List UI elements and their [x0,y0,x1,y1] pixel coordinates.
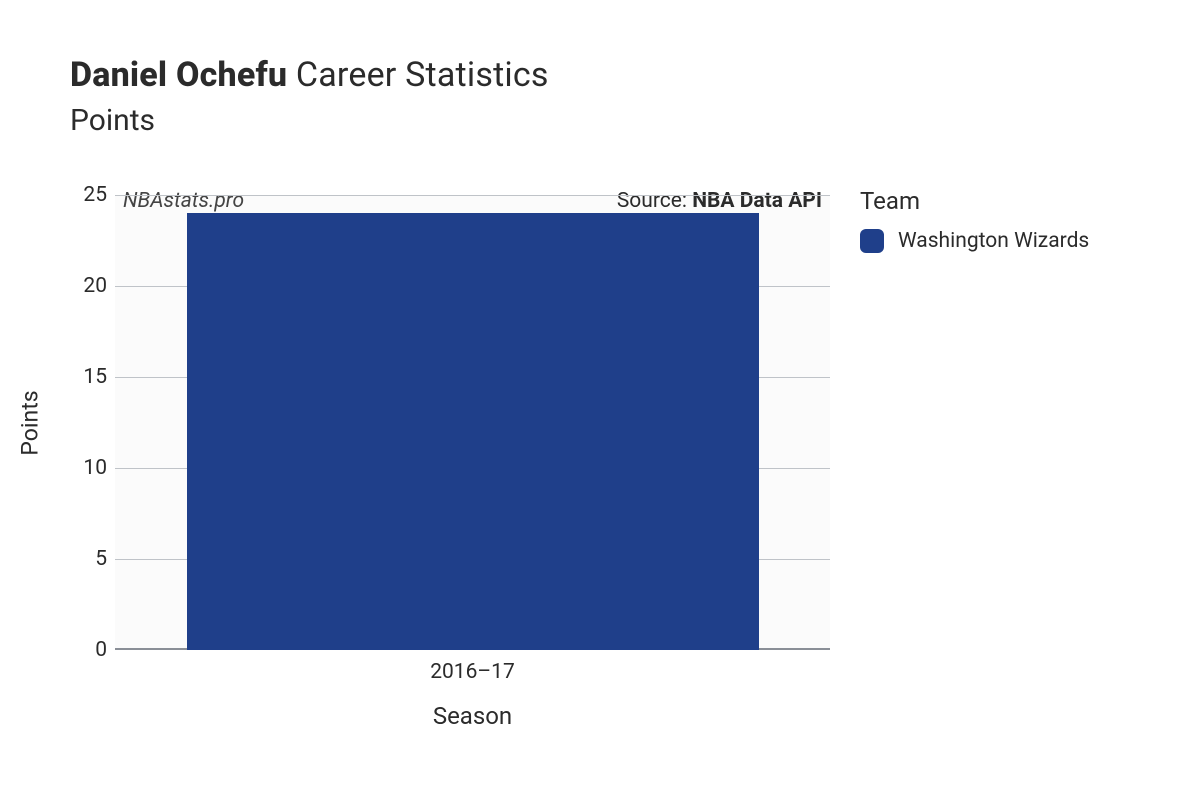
y-tick-label: 10 [83,456,107,480]
x-tick-label: 2016–17 [430,660,515,684]
y-axis-label: Points [17,390,44,455]
chart-figure: Points 0510152025 NBAstats.pro Source: N… [70,175,1130,735]
y-tick-label: 0 [95,638,107,662]
y-tick-label: 20 [83,274,107,298]
plot-area: NBAstats.pro Source: NBA Data API [115,195,830,650]
y-tick-label: 25 [83,183,107,207]
y-axis: Points 0510152025 [70,195,115,650]
legend: Team Washington Wizards [860,187,1120,253]
chart-title: Daniel Ochefu Career Statistics [70,55,549,95]
page-root: Daniel Ochefu Career Statistics Points P… [0,0,1200,800]
source-attribution: Source: NBA Data API [617,189,822,213]
grid-line [115,195,830,196]
title-suffix: Career Statistics [296,55,549,95]
watermark-text: NBAstats.pro [123,189,244,213]
y-tick-label: 5 [95,547,107,571]
y-tick-label: 15 [83,365,107,389]
source-prefix: Source: [617,189,692,213]
legend-item: Washington Wizards [860,229,1120,253]
source-name: NBA Data API [692,189,822,213]
legend-swatch [860,229,884,253]
chart-titles: Daniel Ochefu Career Statistics Points [70,55,549,138]
bar [187,213,759,650]
x-axis-label: Season [433,702,512,730]
legend-label: Washington Wizards [898,229,1089,253]
legend-title: Team [860,187,1120,215]
chart-subtitle: Points [70,103,549,138]
player-name: Daniel Ochefu [70,55,287,95]
